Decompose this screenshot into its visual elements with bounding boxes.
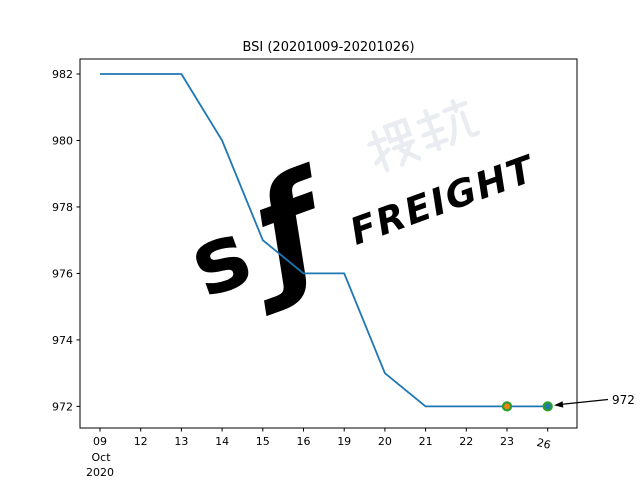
x-tick-label: 13 [174, 435, 188, 448]
x-tick-label: 15 [256, 435, 270, 448]
annotation-arrow [560, 398, 609, 405]
y-axis-ticks: 972 974 976 978 980 982 [52, 68, 80, 413]
y-tick-label: 980 [52, 134, 73, 147]
y-tick-label: 982 [52, 68, 73, 81]
watermark-freight-text: FREIGHT [344, 147, 541, 254]
x-tick-label: 23 [500, 435, 514, 448]
watermark-cjk-characters [367, 99, 481, 173]
bsi-line-series [100, 73, 548, 408]
x-tick-label: 20 [378, 435, 392, 448]
y-tick-label: 974 [52, 334, 73, 347]
annotation-972: 972 [554, 393, 635, 408]
y-tick-label: 978 [52, 201, 73, 214]
marker-oct-26 [542, 401, 553, 412]
x-tick-label: 14 [215, 435, 229, 448]
x-axis-ticks: 09 12 13 14 15 16 19 20 21 22 23 26 [93, 428, 552, 452]
annotation-arrowhead [554, 401, 564, 408]
x-axis-month-label: Oct [91, 451, 111, 464]
y-tick-label: 976 [52, 267, 73, 280]
y-tick-label: 972 [52, 400, 73, 413]
chart-title: BSI (20201009-20201026) [242, 40, 414, 55]
x-tick-label: 12 [134, 435, 148, 448]
series-line-bsi [100, 73, 548, 408]
x-tick-label: 16 [297, 435, 311, 448]
plot-frame [79, 58, 578, 429]
x-tick-label: 19 [337, 435, 351, 448]
watermark-logo-s-letter: s [176, 199, 264, 318]
data-point-markers [501, 401, 553, 412]
x-axis-year-label: 2020 [86, 466, 114, 479]
x-tick-label: 09 [93, 435, 107, 448]
marker-oct-23 [501, 401, 513, 412]
annotation-label: 972 [612, 393, 635, 407]
watermark: s ƒ FREIGHT [176, 99, 542, 320]
x-tick-label: 26 [535, 436, 552, 452]
x-tick-label: 21 [419, 435, 433, 448]
x-tick-label: 22 [459, 435, 473, 448]
